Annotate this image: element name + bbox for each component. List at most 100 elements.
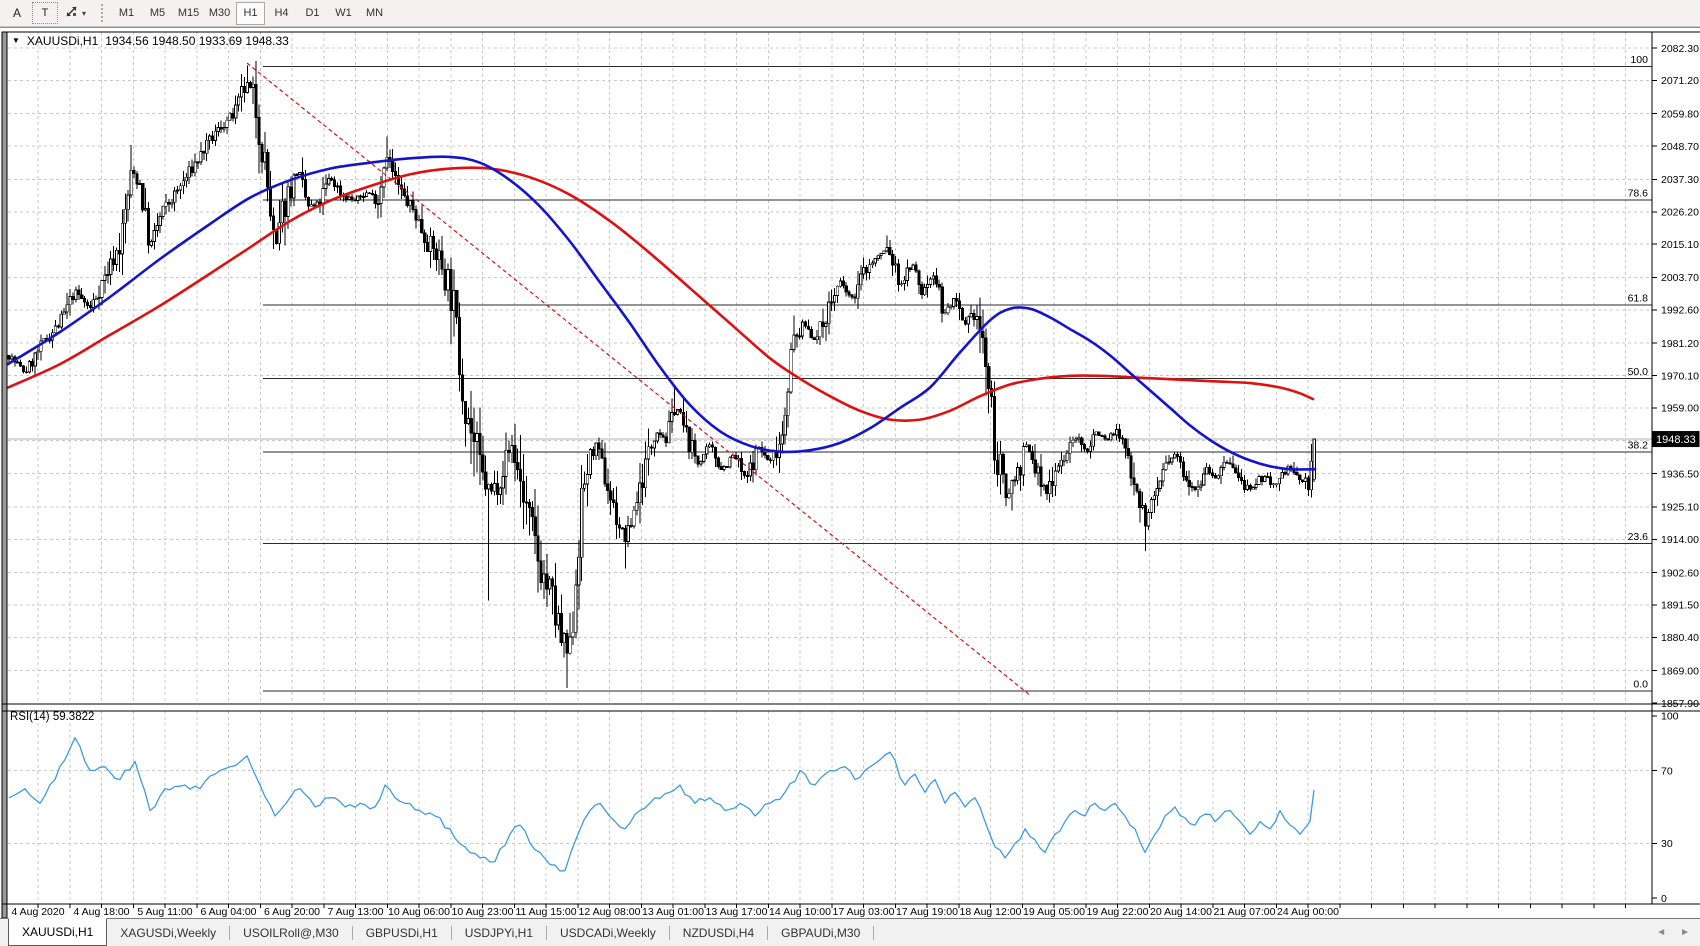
svg-text:0.0: 0.0 (1633, 679, 1648, 691)
tab-scroll-right-icon[interactable]: ► (1680, 927, 1690, 938)
tab-separator (229, 925, 231, 940)
svg-text:78.6: 78.6 (1628, 188, 1649, 200)
chart-window: 100 78.6 61.8 50.0 38.2 23.6 0.0 2082.30 2071.20… (0, 27, 1700, 919)
tab-xauusd-h1[interactable]: XAUUSDi,H1 (8, 918, 108, 946)
price-chart-canvas[interactable]: 100 78.6 61.8 50.0 38.2 23.6 0.0 2082.30 2071.20… (0, 28, 1700, 919)
tab-scroll-buttons: ◄ ► (1656, 919, 1700, 946)
svg-text:1857.90: 1857.90 (1661, 698, 1699, 710)
svg-text:1869.00: 1869.00 (1661, 665, 1699, 677)
candlesticks (7, 60, 1316, 689)
svg-text:1959.00: 1959.00 (1661, 403, 1699, 415)
timeframe-h4-button[interactable]: H4 (274, 7, 289, 19)
fibonacci-retracement: 100 78.6 61.8 50.0 38.2 23.6 0.0 (263, 54, 1652, 692)
timeframe-h1-button[interactable]: H1 (236, 1, 266, 25)
svg-text:10 Aug 23:00: 10 Aug 23:00 (452, 906, 514, 918)
svg-text:4 Aug 18:00: 4 Aug 18:00 (73, 906, 129, 918)
rsi-indicator-label: RSI(14) 59.3822 (10, 711, 95, 723)
tab-separator (351, 925, 353, 940)
tab-separator (668, 925, 670, 940)
tab-usdcad-weekly[interactable]: USDCADi,Weekly (560, 925, 656, 940)
descending-trendline (246, 62, 1032, 697)
svg-text:100: 100 (1661, 711, 1679, 723)
ma-red-line (6, 166, 1315, 422)
tab-nzdusd-h4[interactable]: NZDUSDi,H4 (682, 925, 755, 940)
svg-text:1948.33: 1948.33 (1656, 434, 1696, 446)
svg-text:18 Aug 12:00: 18 Aug 12:00 (960, 906, 1022, 918)
svg-text:30: 30 (1661, 838, 1673, 850)
borders (1, 31, 1700, 919)
svg-text:1880.40: 1880.40 (1661, 632, 1699, 644)
svg-text:19 Aug 22:00: 19 Aug 22:00 (1087, 906, 1149, 918)
svg-text:21 Aug 07:00: 21 Aug 07:00 (1214, 906, 1276, 918)
svg-text:6 Aug 20:00: 6 Aug 20:00 (264, 906, 320, 918)
svg-text:2037.30: 2037.30 (1661, 174, 1699, 186)
tab-scroll-left-icon[interactable]: ◄ (1656, 927, 1667, 938)
svg-text:2003.70: 2003.70 (1661, 272, 1699, 284)
drawing-tool-button[interactable]: ▾ (60, 2, 90, 24)
svg-text:2048.70: 2048.70 (1661, 141, 1699, 153)
chart-tab-bar: XAUUSDi,H1 XAGUSDi,Weekly USOILRoll@,M30… (0, 918, 1700, 946)
svg-text:1981.20: 1981.20 (1661, 338, 1699, 350)
svg-text:1925.10: 1925.10 (1661, 502, 1699, 514)
chart-title: ▼ XAUUSDi,H1 1934.56 1948.50 1933.69 194… (12, 34, 289, 48)
timeframe-m5-button[interactable]: M5 (149, 7, 166, 19)
chart-ohlc-values: 1934.56 1948.50 1933.69 1948.33 (105, 34, 289, 48)
price-axis: 2082.30 2071.20 2059.80 2048.70 2037.30 2026.… (1652, 43, 1699, 905)
svg-text:2071.20: 2071.20 (1661, 75, 1699, 87)
tab-separator (546, 925, 547, 940)
svg-text:0: 0 (1661, 893, 1667, 905)
svg-text:13 Aug 01:00: 13 Aug 01:00 (642, 906, 704, 918)
svg-text:100: 100 (1630, 54, 1648, 66)
toolbar: A T ▾ M1 M5 M15 M30 H1 H4 D1 W1 MN (0, 0, 1700, 27)
svg-text:1902.60: 1902.60 (1661, 567, 1699, 579)
tab-gbpusd-h1[interactable]: GBPUSDi,H1 (365, 925, 438, 940)
rsi-line (8, 737, 1315, 872)
svg-text:14 Aug 10:00: 14 Aug 10:00 (769, 906, 831, 918)
svg-text:1936.50: 1936.50 (1661, 468, 1699, 480)
svg-text:2059.80: 2059.80 (1661, 108, 1699, 120)
text-tool-button[interactable]: T (32, 2, 58, 24)
svg-text:4 Aug 2020: 4 Aug 2020 (11, 906, 64, 918)
svg-text:13 Aug 17:00: 13 Aug 17:00 (706, 906, 768, 918)
svg-text:20 Aug 14:00: 20 Aug 14:00 (1150, 906, 1212, 918)
tab-xagusd-weekly[interactable]: XAGUSDi,Weekly (120, 925, 217, 940)
svg-text:50.0: 50.0 (1628, 366, 1649, 378)
chart-symbol-period: XAUUSDi,H1 (26, 34, 99, 48)
svg-text:2015.10: 2015.10 (1661, 239, 1699, 251)
text-a-button[interactable]: A (12, 6, 21, 20)
time-axis: 4 Aug 2020 4 Aug 18:00 5 Aug 11:00 6 Aug 04… (11, 904, 1626, 918)
svg-text:61.8: 61.8 (1628, 293, 1649, 305)
timeframe-m15-button[interactable]: M15 (177, 7, 200, 19)
svg-text:12 Aug 08:00: 12 Aug 08:00 (579, 906, 641, 918)
svg-text:1891.50: 1891.50 (1661, 600, 1699, 612)
svg-text:24 Aug 00:00: 24 Aug 00:00 (1277, 906, 1339, 918)
svg-text:23.6: 23.6 (1628, 531, 1649, 543)
tab-usoilroll-m30[interactable]: USOILRoll@,M30 (243, 925, 339, 940)
timeframe-mn-button[interactable]: MN (365, 7, 384, 19)
svg-text:1970.10: 1970.10 (1661, 370, 1699, 382)
svg-text:17 Aug 19:00: 17 Aug 19:00 (896, 906, 958, 918)
svg-text:10 Aug 06:00: 10 Aug 06:00 (388, 906, 450, 918)
timeframe-d1-button[interactable]: D1 (305, 7, 320, 19)
tab-gbpaud-m30[interactable]: GBPAUDi,M30 (781, 925, 861, 940)
svg-text:19 Aug 05:00: 19 Aug 05:00 (1023, 906, 1085, 918)
timeframe-m1-button[interactable]: M1 (118, 7, 135, 19)
dropdown-caret-icon[interactable]: ▾ (82, 8, 87, 18)
diagonal-arrows-icon (64, 4, 79, 22)
tab-usdjpy-h1[interactable]: USDJPYi,H1 (464, 925, 533, 940)
collapse-triangle-icon[interactable]: ▼ (12, 36, 20, 45)
tab-separator (873, 925, 875, 940)
svg-text:2026.20: 2026.20 (1661, 207, 1699, 219)
svg-text:38.2: 38.2 (1628, 439, 1649, 451)
svg-text:1914.00: 1914.00 (1661, 534, 1699, 546)
timeframe-m30-button[interactable]: M30 (208, 7, 231, 19)
svg-text:2082.30: 2082.30 (1661, 43, 1699, 55)
tab-separator (767, 925, 769, 940)
current-price-tag: 1948.33 (1652, 431, 1700, 448)
svg-text:70: 70 (1661, 765, 1673, 777)
timeframe-w1-button[interactable]: W1 (335, 7, 352, 19)
toolbar-grip[interactable] (101, 4, 104, 22)
svg-text:1992.60: 1992.60 (1661, 305, 1699, 317)
svg-text:6 Aug 04:00: 6 Aug 04:00 (200, 906, 256, 918)
